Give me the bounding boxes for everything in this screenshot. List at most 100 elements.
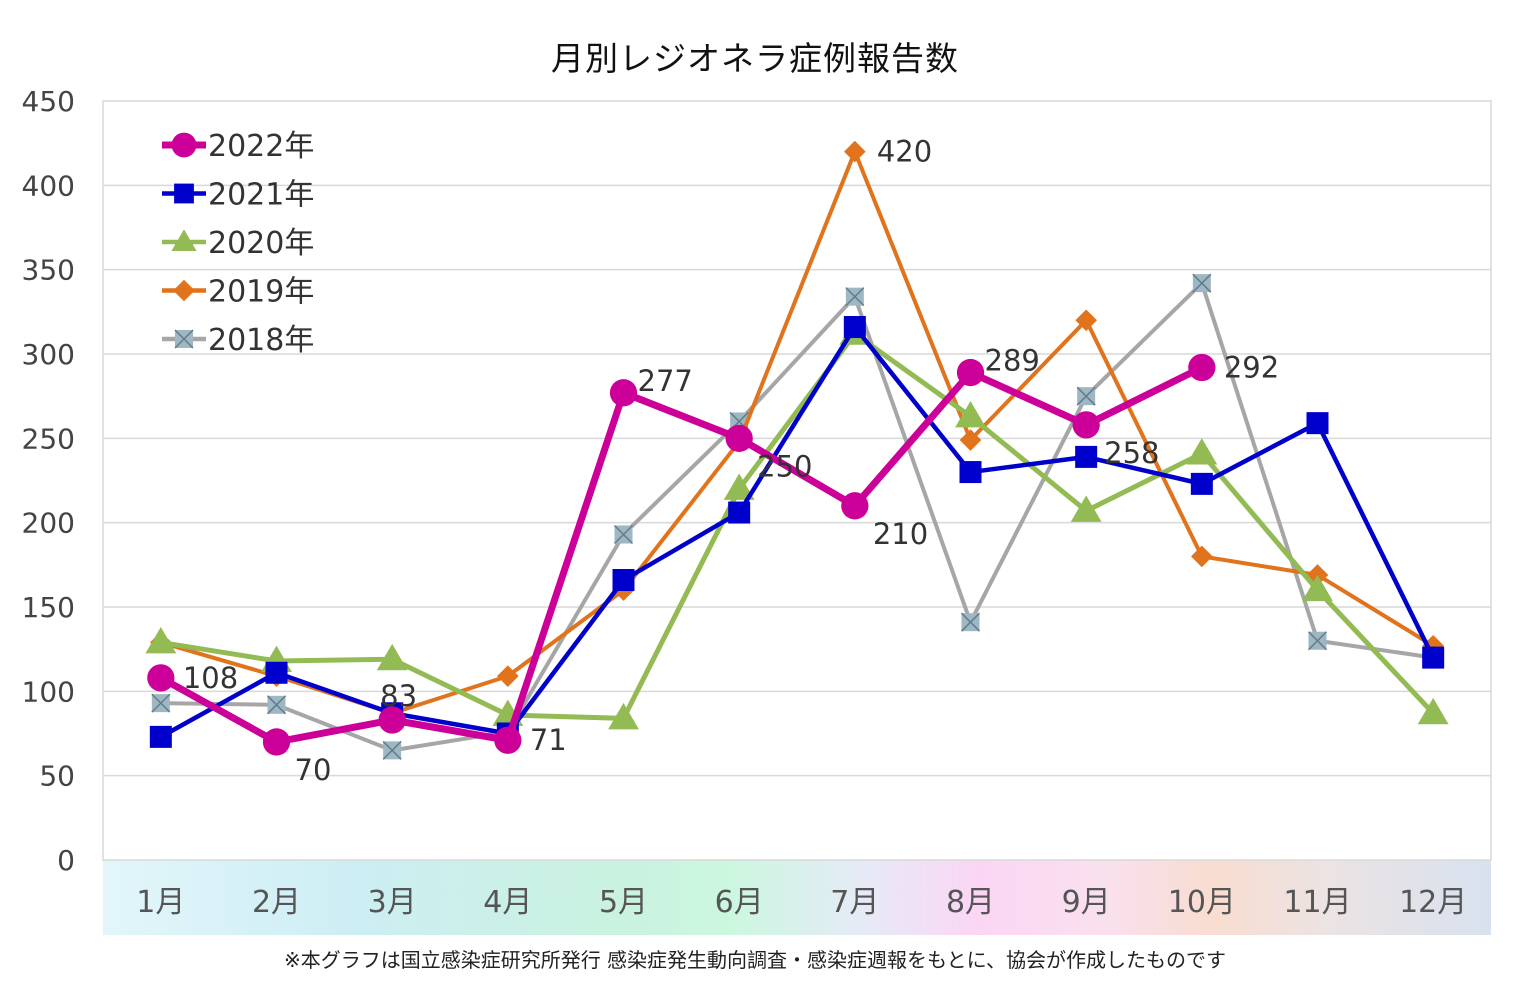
data-point <box>960 612 981 632</box>
data-label: 258 <box>1104 436 1159 470</box>
series-line <box>160 331 1435 721</box>
data-point <box>1417 697 1449 725</box>
data-point <box>1192 273 1212 293</box>
data-label: 292 <box>1224 350 1279 384</box>
series-2021年 <box>149 316 1445 748</box>
data-point <box>728 501 751 524</box>
series-line <box>160 281 1434 753</box>
legend-label: 2018年 <box>208 323 314 358</box>
data-point <box>1070 495 1102 522</box>
y-tick-label: 150 <box>22 591 75 624</box>
data-point <box>841 492 869 520</box>
x-tick-label: 8月 <box>946 885 995 920</box>
data-point <box>1302 574 1333 602</box>
data-point <box>149 725 172 748</box>
data-label: 289 <box>985 344 1040 378</box>
data-label: 70 <box>295 753 332 787</box>
data-label: 250 <box>757 449 812 483</box>
y-tick-label: 200 <box>22 507 75 540</box>
data-point <box>959 461 982 484</box>
legend-label: 2019年 <box>208 275 314 310</box>
x-tick-label: 12月 <box>1399 885 1467 920</box>
series-group <box>145 140 1449 760</box>
legend-label: 2020年 <box>208 226 314 261</box>
y-tick-label: 300 <box>22 338 75 371</box>
x-tick-label: 1月 <box>136 885 185 920</box>
data-label: 277 <box>638 364 693 398</box>
data-point <box>151 693 171 713</box>
data-point <box>1306 412 1329 435</box>
series-2018年 <box>151 273 1443 760</box>
data-point <box>145 627 177 654</box>
series-line <box>159 364 1204 746</box>
legend-marker <box>174 329 194 349</box>
data-point <box>608 702 639 730</box>
data-point <box>959 429 982 451</box>
data-point <box>955 401 986 428</box>
data-point <box>1072 411 1100 439</box>
data-point <box>265 661 288 684</box>
legend-item: 2021年 <box>162 178 314 213</box>
series-2022年 <box>147 353 1216 756</box>
data-point <box>376 643 408 671</box>
data-point <box>612 569 635 592</box>
legend-label: 2022年 <box>208 129 314 164</box>
x-tick-label: 5月 <box>599 885 648 920</box>
data-point <box>1076 386 1096 406</box>
data-point <box>382 740 402 760</box>
x-tick-label: 3月 <box>368 885 417 920</box>
data-label: 71 <box>530 723 567 757</box>
legend-marker <box>171 229 197 251</box>
y-tick-label: 400 <box>22 169 75 202</box>
x-tick-label: 2月 <box>252 885 301 920</box>
y-tick-label: 50 <box>39 760 75 793</box>
data-point <box>1075 309 1097 332</box>
x-tick-label: 7月 <box>830 885 879 920</box>
legend-item: 2020年 <box>162 226 314 261</box>
legend-item: 2018年 <box>162 323 314 358</box>
x-axis-ticks: 1月 2月 3月 4月 5月 6月 7月 8月 9月 10月 11月 12月 <box>136 885 1467 920</box>
data-labels: 108 70 83 71 277 250 210 289 258 292 420 <box>183 135 1279 787</box>
data-label: 108 <box>183 661 238 695</box>
data-label: 420 <box>877 135 932 169</box>
data-point <box>266 695 287 715</box>
data-point <box>843 316 866 339</box>
data-point <box>723 473 755 500</box>
chart-footnote: ※本グラフは国立感染症研究所発行 感染症発生動向調査・感染症週報をもとに、協会が… <box>283 948 1227 972</box>
legend-item: 2019年 <box>162 275 314 310</box>
data-point <box>1191 545 1213 568</box>
data-point <box>845 287 865 307</box>
data-point <box>378 706 406 734</box>
x-tick-label: 10月 <box>1168 885 1236 920</box>
x-tick-label: 11月 <box>1283 885 1351 920</box>
series-line <box>160 149 1435 716</box>
legend-marker <box>171 132 197 158</box>
data-point <box>1422 646 1445 669</box>
data-point <box>1188 353 1216 382</box>
data-point <box>262 728 291 756</box>
series-line <box>159 324 1436 739</box>
data-point <box>956 358 985 387</box>
y-tick-label: 250 <box>22 422 75 455</box>
data-point <box>147 664 175 692</box>
data-point <box>609 379 638 407</box>
x-tick-label: 4月 <box>483 885 532 920</box>
y-tick-label: 350 <box>22 254 75 287</box>
data-point <box>613 524 634 545</box>
y-tick-label: 450 <box>22 85 75 118</box>
data-label: 210 <box>873 517 928 551</box>
legend-marker <box>173 279 195 302</box>
data-point <box>1186 438 1218 465</box>
data-point <box>1190 472 1213 495</box>
legend-marker <box>174 183 194 204</box>
chart-title: 月別レジオネラ症例報告数 <box>551 39 959 78</box>
data-point <box>1307 631 1328 651</box>
x-tick-label: 9月 <box>1062 885 1111 920</box>
data-label: 83 <box>380 679 417 713</box>
plot-frame <box>102 100 1492 861</box>
y-tick-label: 0 <box>57 844 75 877</box>
data-point <box>725 424 753 452</box>
legend-label: 2021年 <box>208 178 314 213</box>
data-point <box>497 665 519 687</box>
